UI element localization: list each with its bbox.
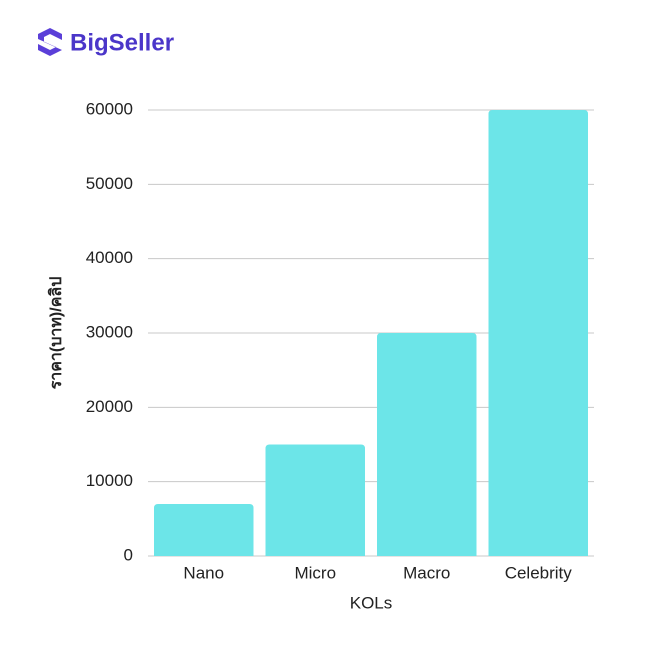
x-tick-label: Micro bbox=[294, 563, 336, 582]
logo: BigSeller bbox=[38, 28, 174, 56]
x-tick-label: Macro bbox=[403, 563, 450, 582]
y-tick-label: 30000 bbox=[86, 322, 133, 341]
y-tick-label: 20000 bbox=[86, 397, 133, 416]
y-tick-label: 60000 bbox=[86, 99, 133, 118]
bar bbox=[265, 444, 365, 556]
bar bbox=[377, 333, 477, 556]
y-tick-label: 10000 bbox=[86, 471, 133, 490]
y-tick-label: 40000 bbox=[86, 248, 133, 267]
x-axis-label: KOLs bbox=[350, 593, 393, 612]
bar bbox=[488, 110, 588, 556]
y-tick-label: 0 bbox=[124, 545, 133, 564]
y-axis-label: ราคา(บาท)/คลิป bbox=[47, 277, 65, 390]
logo-text: BigSeller bbox=[70, 29, 174, 56]
x-tick-label: Nano bbox=[183, 563, 224, 582]
logo-icon bbox=[38, 28, 62, 56]
bar bbox=[154, 503, 254, 556]
x-tick-label: Celebrity bbox=[505, 563, 573, 582]
y-tick-label: 50000 bbox=[86, 174, 133, 193]
